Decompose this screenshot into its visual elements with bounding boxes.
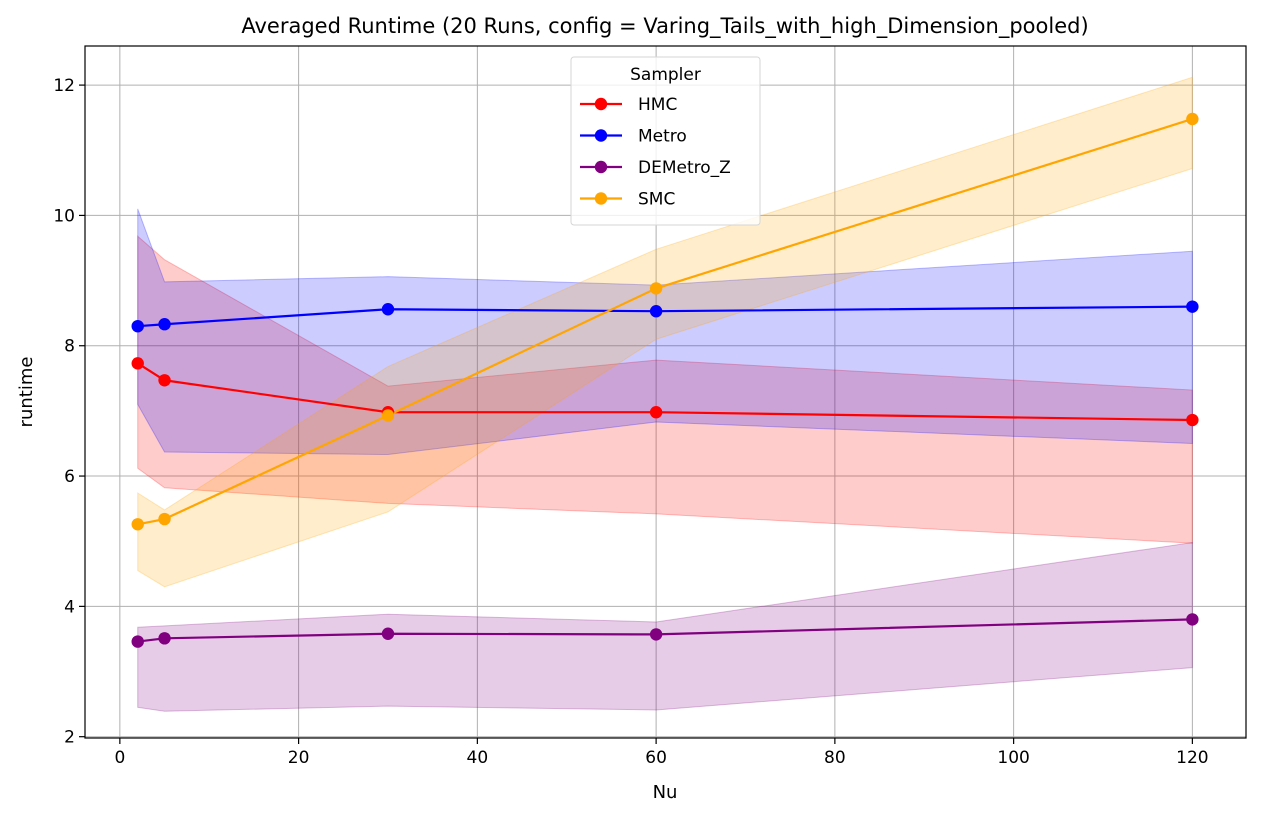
y-tick-label: 8 <box>64 337 75 357</box>
grid <box>85 46 1246 738</box>
legend-marker-hmc <box>594 97 608 111</box>
plot-frame <box>84 45 1247 739</box>
legend-title: Sampler <box>630 65 701 85</box>
data-point-metro <box>1186 300 1199 313</box>
x-tick-label: 80 <box>824 748 846 768</box>
data-point-demetro_z <box>1186 613 1199 626</box>
data-point-hmc <box>158 374 171 387</box>
x-tick-label: 60 <box>645 748 667 768</box>
x-tick-label: 0 <box>114 748 125 768</box>
confidence-band-smc <box>137 76 1193 588</box>
y-tick-label: 2 <box>64 728 75 748</box>
data-point-demetro_z <box>131 635 144 648</box>
data-point-smc <box>381 409 395 422</box>
legend: Sampler HMC Metro DEMetro_Z SMC <box>570 56 761 226</box>
legend-marker-demetro_z <box>594 160 608 174</box>
data-point-hmc <box>1186 413 1199 427</box>
data-point-metro <box>381 303 395 316</box>
data-point-smc <box>158 512 171 526</box>
axis-ticks: 0 20 40 60 80 100 120 2 4 6 8 10 12 <box>53 76 1208 768</box>
legend-marker-smc <box>594 192 608 205</box>
x-tick-label: 100 <box>997 748 1029 768</box>
confidence-band-metro <box>137 208 1193 456</box>
data-point-metro <box>131 319 144 333</box>
confidence-band-hmc <box>137 235 1193 544</box>
x-tick-label: 120 <box>1176 748 1208 768</box>
legend-label-hmc: HMC <box>638 95 677 115</box>
legend-label-demetro_z: DEMetro_Z <box>638 158 731 178</box>
data-point-smc <box>131 518 144 531</box>
y-axis-label: runtime <box>16 357 37 428</box>
legend-box <box>570 56 761 226</box>
series-points <box>131 112 1199 648</box>
y-tick-label: 10 <box>53 206 75 226</box>
chart-title: Averaged Runtime (20 Runs, config = Vari… <box>241 14 1088 39</box>
x-tick-label: 40 <box>467 748 489 768</box>
confidence-band-demetro_z <box>137 541 1193 712</box>
x-tick-label: 20 <box>288 748 310 768</box>
data-point-demetro_z <box>158 632 171 645</box>
x-axis-label: Nu <box>653 782 678 803</box>
data-point-demetro_z <box>381 627 395 640</box>
data-point-hmc <box>649 405 663 419</box>
legend-label-smc: SMC <box>638 190 675 210</box>
confidence-bands <box>137 76 1193 712</box>
data-point-metro <box>158 318 171 331</box>
y-tick-label: 6 <box>64 467 75 487</box>
data-point-smc <box>649 282 663 295</box>
legend-marker-metro <box>594 129 608 142</box>
y-tick-label: 4 <box>64 597 75 617</box>
data-point-hmc <box>131 357 144 370</box>
y-tick-label: 12 <box>53 76 75 96</box>
data-point-smc <box>1186 112 1199 126</box>
legend-label-metro: Metro <box>638 127 687 147</box>
data-point-metro <box>649 305 663 318</box>
data-point-demetro_z <box>649 628 663 641</box>
